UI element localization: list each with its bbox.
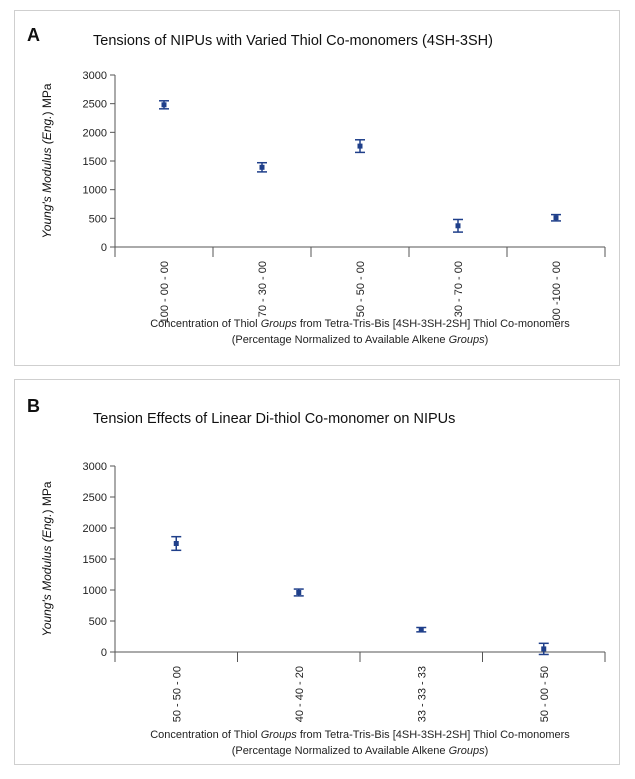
- panel-label: A: [27, 25, 40, 45]
- x-tick-label: 40 - 40 - 20: [294, 666, 306, 722]
- data-point: [418, 627, 424, 633]
- x-tick-label: 33 - 33 - 33: [416, 666, 428, 722]
- label-part: Concentration of Thiol: [150, 729, 260, 741]
- label-part: Groups: [449, 334, 486, 346]
- label-part: Eng.: [40, 115, 54, 140]
- x-axis-label-line1: Concentration of Thiol Groups from Tetra…: [150, 729, 570, 741]
- y-tick-label: 2000: [83, 127, 107, 139]
- y-tick-label: 0: [101, 647, 107, 659]
- label-part: (Percentage Normalized to Available Alke…: [232, 745, 449, 757]
- chart-a-svg: A Tensions of NIPUs with Varied Thiol Co-…: [27, 25, 606, 346]
- data-point: [161, 102, 167, 108]
- y-tick-label: 500: [89, 213, 107, 225]
- y-axis-label: Young's Modulus (Eng.) MPa: [40, 83, 54, 238]
- y-tick-label: 1500: [83, 156, 107, 168]
- x-tick-label: 70 - 30 - 00: [257, 261, 269, 317]
- x-axis-label-line2: (Percentage Normalized to Available Alke…: [232, 745, 489, 757]
- label-part: Eng.: [40, 513, 54, 538]
- y-tick-label: 0: [101, 242, 107, 254]
- chart-title: Tension Effects of Linear Di-thiol Co-mo…: [93, 411, 455, 427]
- x-axis-label-line2: (Percentage Normalized to Available Alke…: [232, 334, 489, 346]
- panel-label: B: [27, 396, 40, 416]
- x-axis-label-line1: Concentration of Thiol Groups from Tetra…: [150, 318, 570, 330]
- x-tick-label: 30 - 70 - 00: [453, 261, 465, 317]
- x-tick-label: 50 - 00 - 50: [539, 666, 551, 722]
- data-point: [455, 223, 461, 229]
- y-tick-label: 1500: [83, 554, 107, 566]
- label-part: Young's Modulus (: [40, 138, 54, 238]
- y-tick-label: 500: [89, 616, 107, 628]
- label-part: Groups: [261, 729, 298, 741]
- data-point: [541, 646, 547, 652]
- y-tick-label: 2500: [83, 492, 107, 504]
- label-part: ): [485, 745, 489, 757]
- chart-panel-a: A Tensions of NIPUs with Varied Thiol Co-…: [14, 10, 620, 366]
- y-tick-label: 3000: [83, 461, 107, 473]
- label-part: (Percentage Normalized to Available Alke…: [232, 334, 449, 346]
- label-part: ): [485, 334, 489, 346]
- y-tick-label: 1000: [83, 585, 107, 597]
- chart-title: Tensions of NIPUs with Varied Thiol Co-m…: [93, 33, 493, 49]
- chart-panel-b: B Tension Effects of Linear Di-thiol Co-m…: [14, 379, 620, 765]
- y-tick-label: 3000: [83, 70, 107, 82]
- label-part: from Tetra-Tris-Bis [4SH-3SH-2SH] Thiol …: [297, 729, 571, 741]
- x-tick-label: 50 - 50 - 00: [171, 666, 183, 722]
- data-point: [357, 143, 363, 149]
- x-tick-label: 50 - 50 - 00: [355, 261, 367, 317]
- data-point: [553, 215, 559, 221]
- y-axis-label: Young's Modulus (Eng.) MPa: [40, 481, 54, 636]
- x-tick-label: 00 -100 - 00: [551, 261, 563, 320]
- y-tick-label: 2500: [83, 99, 107, 111]
- data-point: [296, 589, 302, 595]
- label-part: Concentration of Thiol: [150, 318, 260, 330]
- x-tick-label: 100 - 00 - 00: [159, 261, 171, 323]
- y-tick-label: 2000: [83, 523, 107, 535]
- data-point: [173, 541, 179, 546]
- label-part: ) MPa: [40, 481, 54, 513]
- chart-b-svg: B Tension Effects of Linear Di-thiol Co-m…: [27, 396, 606, 757]
- data-point: [259, 164, 265, 170]
- label-part: Young's Modulus (: [40, 536, 54, 636]
- label-part: Groups: [261, 318, 298, 330]
- label-part: Groups: [449, 745, 486, 757]
- label-part: ) MPa: [40, 83, 54, 115]
- label-part: from Tetra-Tris-Bis [4SH-3SH-2SH] Thiol …: [297, 318, 571, 330]
- y-tick-label: 1000: [83, 185, 107, 197]
